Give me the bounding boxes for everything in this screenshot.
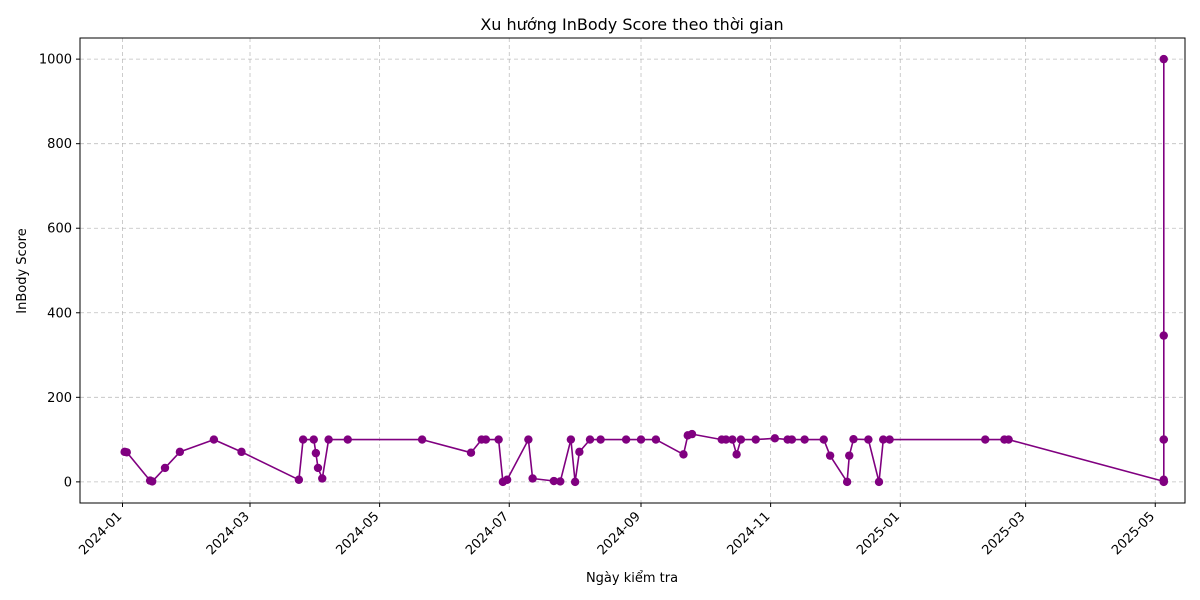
data-point bbox=[787, 435, 797, 444]
data-point bbox=[494, 435, 503, 444]
data-point bbox=[687, 429, 697, 439]
data-point bbox=[1159, 54, 1168, 64]
data-point bbox=[981, 435, 990, 444]
data-point bbox=[566, 435, 576, 444]
data-point bbox=[575, 447, 584, 457]
data-point bbox=[842, 477, 852, 487]
data-point bbox=[311, 448, 321, 458]
data-point bbox=[864, 435, 873, 444]
y-tick-label: 0 bbox=[64, 475, 72, 490]
data-point bbox=[570, 477, 580, 487]
data-point bbox=[528, 474, 537, 483]
data-point bbox=[819, 435, 828, 444]
data-point bbox=[524, 435, 533, 444]
data-point bbox=[122, 448, 131, 457]
data-point bbox=[585, 435, 595, 444]
data-point bbox=[885, 435, 894, 444]
data-point bbox=[732, 450, 741, 459]
data-point bbox=[736, 435, 746, 444]
grid-lines bbox=[80, 38, 1185, 503]
y-tick-label: 200 bbox=[47, 391, 72, 406]
data-point bbox=[636, 435, 646, 444]
data-point bbox=[343, 435, 352, 444]
data-point bbox=[237, 447, 246, 457]
data-point bbox=[417, 435, 427, 444]
data-point bbox=[1159, 331, 1168, 340]
data-series bbox=[120, 54, 1168, 487]
data-point bbox=[556, 477, 565, 486]
data-point bbox=[879, 435, 888, 444]
data-point bbox=[466, 448, 476, 457]
data-point bbox=[800, 435, 809, 444]
data-point bbox=[849, 434, 858, 444]
plot-area-frame bbox=[79, 37, 1186, 504]
data-point bbox=[209, 435, 219, 444]
data-point bbox=[721, 435, 731, 444]
data-point bbox=[1004, 435, 1013, 444]
y-tick-label: 800 bbox=[47, 137, 72, 152]
data-point bbox=[294, 475, 304, 484]
data-point bbox=[318, 474, 327, 483]
data-point bbox=[621, 435, 631, 444]
data-point bbox=[502, 475, 512, 484]
data-point bbox=[874, 477, 884, 487]
data-point bbox=[309, 435, 318, 444]
data-point bbox=[160, 463, 170, 473]
data-point bbox=[651, 435, 661, 444]
data-point bbox=[298, 435, 308, 444]
data-point bbox=[596, 435, 605, 444]
data-point bbox=[549, 476, 559, 486]
data-point bbox=[1159, 475, 1168, 484]
y-tick-label: 400 bbox=[47, 306, 72, 321]
x-axis-label: Ngày kiểm tra bbox=[586, 571, 678, 586]
data-point bbox=[148, 477, 157, 486]
y-tick-label: 1000 bbox=[39, 53, 72, 68]
data-point bbox=[751, 435, 760, 444]
data-point bbox=[481, 435, 491, 444]
data-point bbox=[313, 463, 323, 473]
y-tick-label: 600 bbox=[47, 222, 72, 237]
data-point bbox=[175, 447, 185, 457]
data-point bbox=[728, 435, 737, 444]
data-point bbox=[845, 451, 854, 460]
y-axis-label: InBody Score bbox=[15, 228, 30, 313]
data-point bbox=[825, 451, 835, 460]
data-point bbox=[324, 435, 333, 444]
data-point bbox=[679, 450, 688, 459]
data-point bbox=[770, 434, 780, 443]
data-point bbox=[1159, 435, 1168, 444]
chart-title: Xu hướng InBody Score theo thời gian bbox=[480, 15, 783, 34]
